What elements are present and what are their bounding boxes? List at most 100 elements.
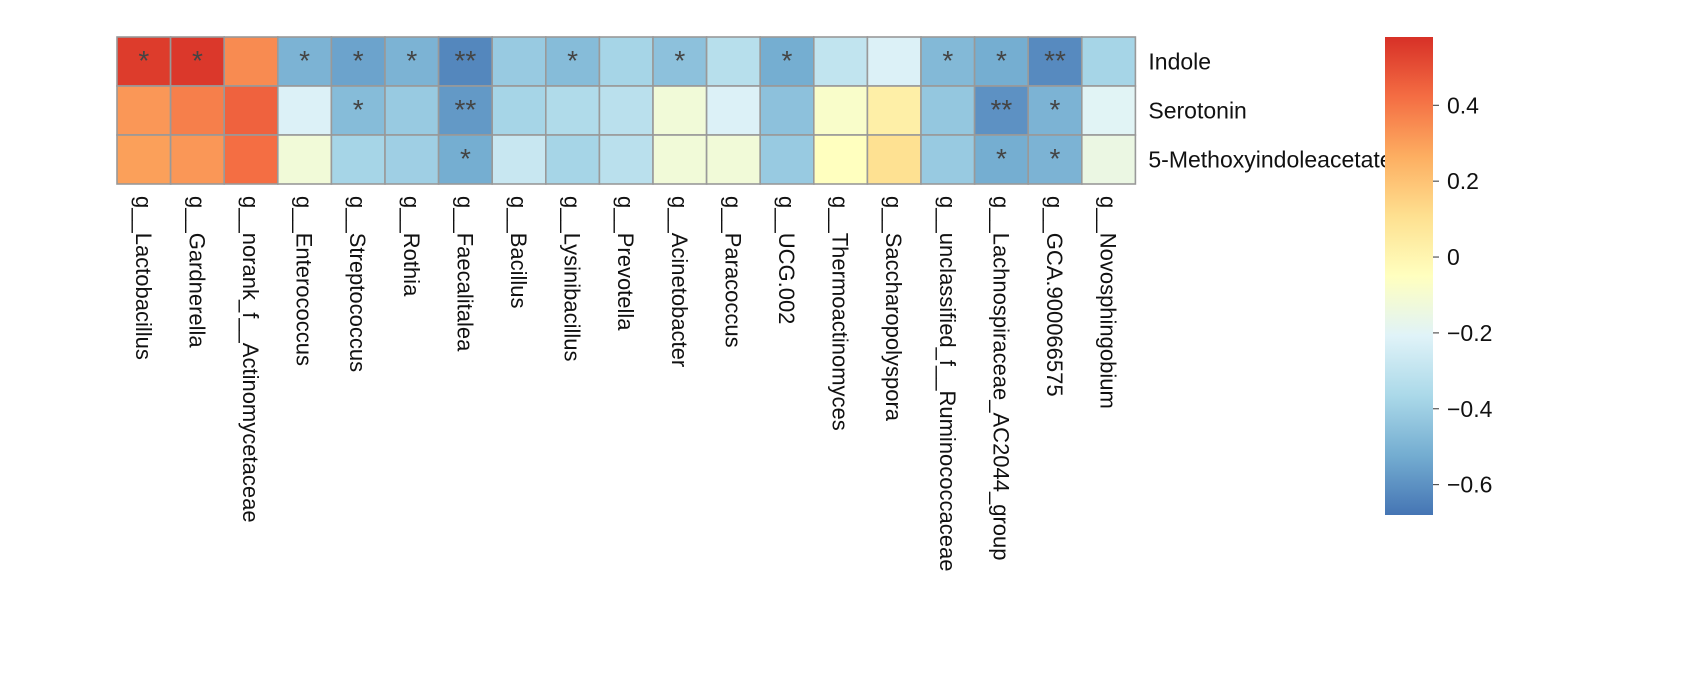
colorbar-tick-label: −0.2: [1447, 320, 1492, 346]
heatmap-cell: [652, 85, 708, 136]
significance-mark: *: [138, 45, 149, 76]
significance-mark: **: [991, 94, 1013, 125]
heatmap-cell: [1081, 85, 1137, 136]
column-label: g__UCG.002: [774, 196, 799, 324]
heatmap-cell: [812, 36, 869, 87]
column-label: g__Faecalitalea: [452, 196, 477, 352]
heatmap-cell: [652, 36, 708, 87]
heatmap-cell: [812, 134, 869, 185]
significance-mark: *: [1050, 94, 1061, 125]
heatmap-cell: [866, 85, 922, 136]
heatmap-cell: [598, 85, 654, 136]
colorbar-gradient: [1385, 37, 1433, 515]
column-label: g__Prevotella: [613, 196, 638, 331]
column-label: g__Streptococcus: [345, 196, 370, 372]
heatmap-cell: [169, 85, 226, 136]
heatmap-cell: [116, 85, 172, 136]
heatmap-cell: [116, 36, 172, 87]
significance-mark: **: [455, 45, 477, 76]
colorbar-tick-label: −0.6: [1447, 472, 1492, 498]
row-labels: Indole Serotonin 5-Methoxyindoleacetate: [1148, 49, 1392, 173]
heatmap-cell: [437, 134, 494, 185]
heatmap-cell: [866, 36, 922, 87]
heatmap-cell: [437, 85, 494, 136]
heatmap-cell: [598, 134, 654, 185]
column-label: g__Novosphingobium: [1096, 196, 1121, 409]
heatmap-cell: [330, 134, 386, 185]
heatmap-cell: [169, 134, 226, 185]
heatmap-cell: [276, 85, 333, 136]
significance-mark: *: [567, 45, 578, 76]
significance-mark: *: [996, 143, 1007, 174]
column-label: g__norank_f__Actinomycetaceae: [238, 196, 263, 523]
heatmap-cell: [223, 36, 279, 87]
significance-mark: **: [455, 94, 477, 125]
column-label: g__Lysinibacillus: [560, 196, 585, 362]
heatmap-cell: [866, 134, 922, 185]
heatmap-cell: [705, 36, 761, 87]
significance-mark: *: [782, 45, 793, 76]
heatmap-cell: [437, 36, 494, 87]
heatmap-cell: [652, 134, 708, 185]
heatmap-cell: [384, 85, 440, 136]
colorbar-tick-label: 0.2: [1447, 168, 1479, 194]
heatmap-cell: [223, 134, 279, 185]
heatmap-cell: [705, 134, 761, 185]
heatmap-cell: [759, 134, 815, 185]
heatmap-cell: [1027, 134, 1083, 185]
row-label: 5-Methoxyindoleacetate: [1148, 147, 1392, 173]
column-label: g__GCA.900066575: [1042, 196, 1067, 397]
heatmap-cell: [1081, 134, 1137, 185]
significance-mark: *: [1050, 143, 1061, 174]
colorbar-tick-label: 0: [1447, 244, 1460, 270]
heatmap-cell: [384, 134, 440, 185]
column-label: g__Gardnerella: [184, 196, 209, 348]
column-label: g__unclassified_f__Ruminococcaceae: [935, 196, 960, 571]
heatmap-cell: [920, 134, 976, 185]
significance-mark: *: [192, 45, 203, 76]
significance-mark: *: [353, 94, 364, 125]
column-label: g__Bacillus: [506, 196, 531, 309]
column-label: g__Lactobacillus: [131, 196, 156, 360]
column-label: g__Enterococcus: [292, 196, 317, 366]
heatmap-cell: [169, 36, 226, 87]
significance-mark: *: [942, 45, 953, 76]
heatmap-cell: [223, 85, 279, 136]
significance-mark: *: [299, 45, 310, 76]
heatmap-cell: [812, 85, 869, 136]
column-label: g__Lachnospiraceae_AC2044_group: [988, 196, 1013, 561]
column-label: g__Paracoccus: [720, 196, 745, 348]
heatmap-cell: [544, 134, 601, 185]
heatmap-cell: [491, 85, 547, 136]
significance-mark: *: [674, 45, 685, 76]
heatmap-cell: [544, 85, 601, 136]
colorbar: 0.4 0.2 0 −0.2 −0.4 −0.6: [1385, 37, 1493, 515]
significance-mark: *: [406, 45, 417, 76]
row-label: Serotonin: [1148, 98, 1246, 124]
heatmap-cell: [1081, 36, 1137, 87]
significance-mark: *: [353, 45, 364, 76]
significance-mark: *: [460, 143, 471, 174]
heatmap-cell: [598, 36, 654, 87]
heatmap-cells: [116, 36, 1137, 185]
colorbar-tick-label: 0.4: [1447, 92, 1479, 118]
heatmap-cell: [759, 85, 815, 136]
column-labels: g__Lactobacillus g__Gardnerella g__norank_…: [131, 196, 1121, 571]
significance-mark: **: [1044, 45, 1066, 76]
heatmap-cell: [1027, 85, 1083, 136]
heatmap-cell: [116, 134, 172, 185]
heatmap-cell: [705, 85, 761, 136]
heatmap-cell: [920, 36, 976, 87]
heatmap-cell: [920, 85, 976, 136]
column-label: g__Rothia: [399, 196, 424, 297]
column-label: g__Acinetobacter: [667, 196, 692, 367]
heatmap-cell: [1027, 36, 1083, 87]
heatmap-cell: [491, 36, 547, 87]
significance-marks: * * * * * ** * * * * * *** ** ** ** * *: [138, 45, 1066, 174]
heatmap-cell: [491, 134, 547, 185]
column-label: g__Saccharopolyspora: [881, 196, 906, 422]
significance-mark: *: [996, 45, 1007, 76]
heatmap-cell: [276, 134, 333, 185]
